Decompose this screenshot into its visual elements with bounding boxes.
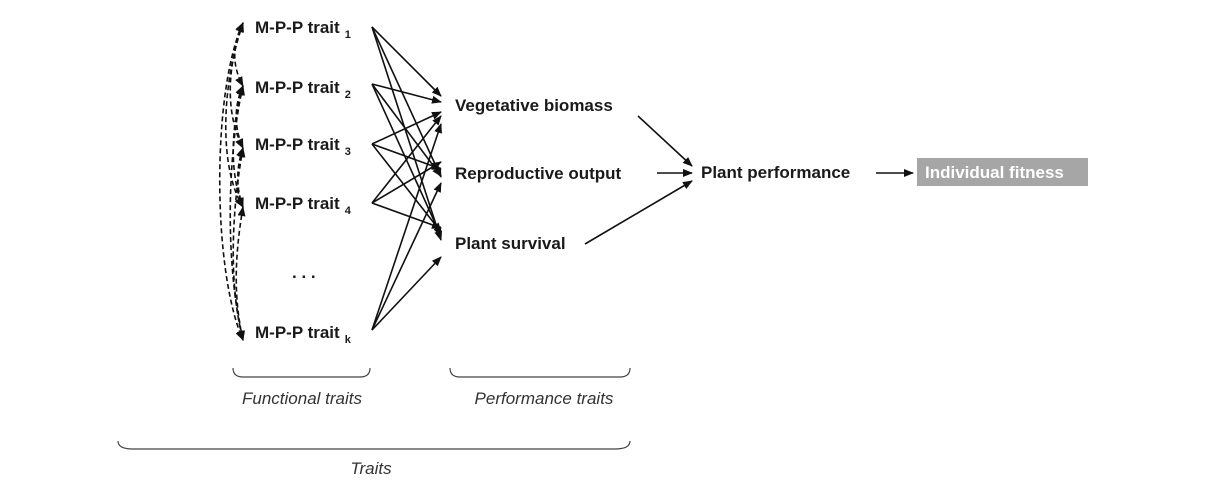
functional-traits-caption: Functional traits [242,389,362,408]
arc-4-k [235,206,246,341]
individual-fitness-label: Individual fitness [925,163,1064,182]
trait-3-label: M-P-P trait 3 [255,135,351,158]
reproductive-output-label: Reproductive output [455,164,622,183]
performance-traits-caption: Performance traits [475,389,614,408]
individual-fitness-box: Individual fitness [917,158,1088,186]
traits-caption: Traits [350,459,392,478]
traits-brace [117,440,631,450]
trait-2-label: M-P-P trait 2 [255,78,351,101]
plant-survival-label: Plant survival [455,234,566,253]
fitness-box-bg [917,158,1088,186]
arc-1-k [219,22,244,341]
functional-traits-brace [232,367,371,378]
plant-performance-label: Plant performance [701,163,850,182]
performance-traits-brace [449,367,631,378]
performance-to-plant-arrows [584,115,693,245]
trait-correlation-arcs [219,22,246,341]
arc-2-4 [232,85,245,208]
vegetative-biomass-label: Vegetative biomass [455,96,613,115]
trait-to-performance-arrows [371,26,443,331]
functional-trait-labels: M-P-P trait 1 M-P-P trait 2 M-P-P trait 3 M… [255,18,352,346]
arc-2-3 [235,85,244,149]
trait-ellipsis: . . . [292,263,316,282]
trait-1-label: M-P-P trait 1 [255,18,351,41]
arc-1-2 [234,22,244,87]
trait-k-label: M-P-P trait k [255,323,352,346]
performance-trait-labels: Vegetative biomass Reproductive output P… [455,96,622,253]
trait-4-label: M-P-P trait 4 [255,194,352,217]
